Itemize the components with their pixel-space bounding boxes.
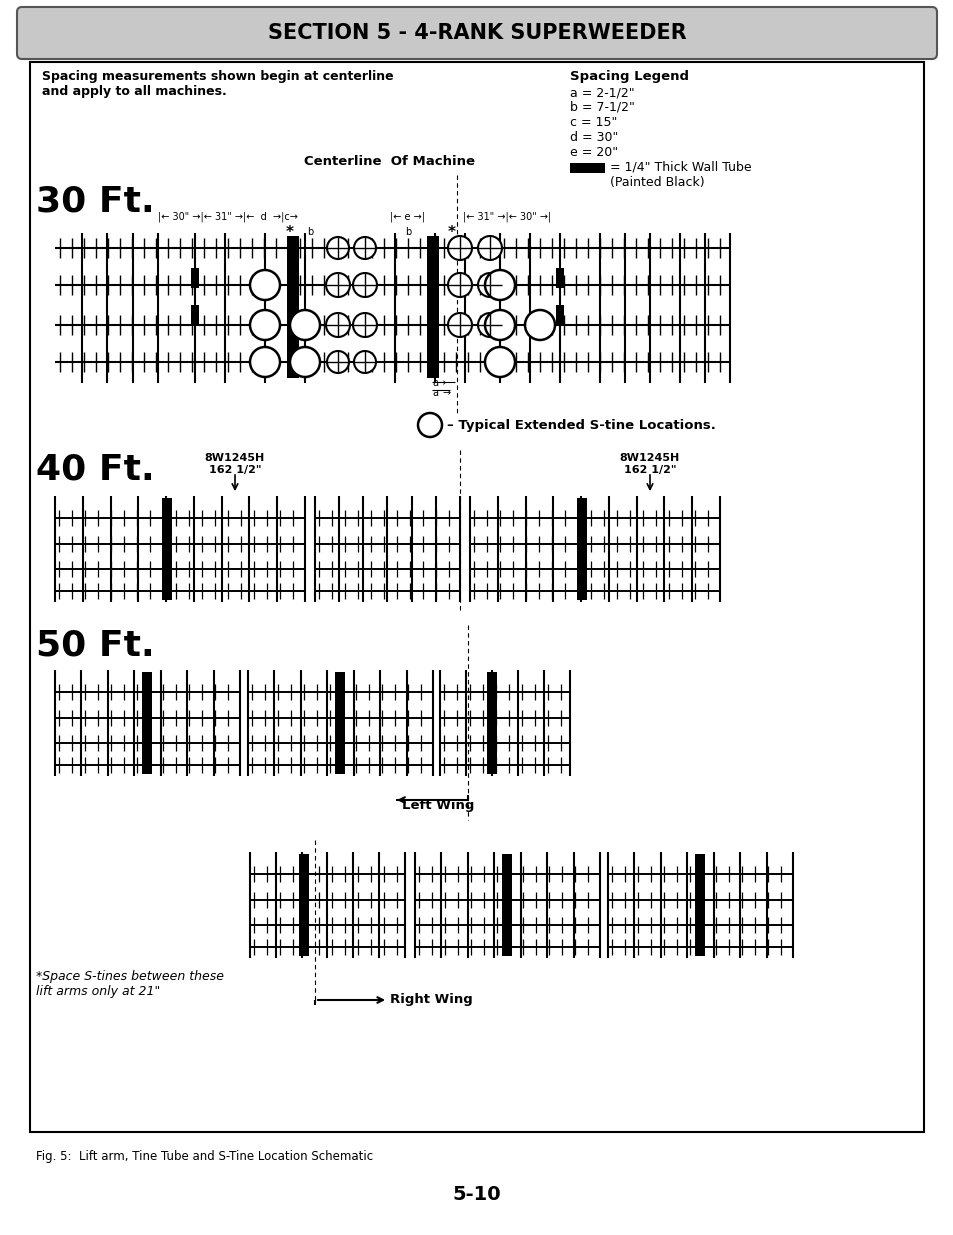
Bar [569,163,604,173]
Circle shape [290,347,319,377]
Circle shape [477,273,501,296]
Bar [695,853,705,956]
Bar [162,498,172,600]
Bar [191,305,199,325]
Bar [287,236,298,378]
Circle shape [250,270,280,300]
Circle shape [250,310,280,340]
Bar [489,709,495,725]
Circle shape [353,273,376,296]
Text: e = 20": e = 20" [569,146,618,159]
Text: a: a [432,388,437,398]
Text: c = 15": c = 15" [569,116,617,128]
Circle shape [290,310,319,340]
Bar [697,892,702,908]
Text: b: b [307,227,313,237]
Text: – Typical Extended S-tine Locations.: – Typical Extended S-tine Locations. [447,419,715,431]
Text: Right Wing: Right Wing [390,993,473,1007]
Text: 5-10: 5-10 [453,1186,500,1204]
Bar [504,892,510,908]
Text: 40 Ft.: 40 Ft. [36,452,154,487]
Text: b: b [404,227,411,237]
Text: |← 30" →|← 31" →|←  d  →|c→: |← 30" →|← 31" →|← d →|c→ [158,211,297,222]
Circle shape [326,312,350,337]
Text: 8W1245H
162 1/2": 8W1245H 162 1/2" [205,453,265,474]
Bar [164,561,171,577]
Text: *Space S-tines between these
lift arms only at 21": *Space S-tines between these lift arms o… [36,969,224,998]
Circle shape [477,312,501,337]
Bar [142,672,152,774]
Text: Spacing measurements shown begin at centerline
and apply to all machines.: Spacing measurements shown begin at cent… [42,70,394,98]
Bar [191,268,199,288]
Circle shape [448,312,472,337]
Bar [697,916,702,932]
Text: →: → [442,388,451,398]
Text: 8W1245H
162 1/2": 8W1245H 162 1/2" [619,453,679,474]
Circle shape [477,236,501,261]
Bar [144,709,151,725]
Bar [577,498,587,600]
FancyBboxPatch shape [17,7,936,59]
Circle shape [327,237,349,259]
Text: Fig. 5:  Lift arm, Tine Tube and S-Tine Location Schematic: Fig. 5: Lift arm, Tine Tube and S-Tine L… [36,1150,373,1163]
Text: SECTION 5 - 4-RANK SUPERWEEDER: SECTION 5 - 4-RANK SUPERWEEDER [268,23,685,43]
Text: b = 7-1/2": b = 7-1/2" [569,101,634,114]
Bar [144,735,151,751]
Circle shape [484,310,515,340]
Circle shape [448,236,472,261]
Text: |← e →|: |← e →| [390,211,424,222]
Text: Left Wing: Left Wing [401,799,474,811]
Circle shape [250,347,280,377]
Text: d = 30": d = 30" [569,131,618,144]
Bar [335,672,345,774]
Bar [504,916,510,932]
Text: Spacing Legend: Spacing Legend [569,70,688,83]
Bar [556,305,563,325]
Bar [427,236,438,378]
Text: Centerline  Of Machine: Centerline Of Machine [304,156,475,168]
Text: 30 Ft.: 30 Ft. [36,185,154,219]
Circle shape [417,412,441,437]
Bar [164,536,171,552]
Bar [578,561,585,577]
Bar [337,735,343,751]
Bar [301,916,307,932]
Bar [301,892,307,908]
Bar [30,62,923,1132]
Circle shape [524,310,555,340]
Text: |← 31" →|← 30" →|: |← 31" →|← 30" →| [462,211,551,222]
Circle shape [326,273,350,296]
Circle shape [354,237,375,259]
Bar [578,536,585,552]
Bar [556,268,563,288]
Text: a = 2-1/2": a = 2-1/2" [569,86,634,99]
Circle shape [327,351,349,373]
Bar [299,853,309,956]
Text: *: * [448,225,456,240]
Bar [486,672,497,774]
Text: 50 Ft.: 50 Ft. [36,629,154,662]
Circle shape [484,347,515,377]
Circle shape [354,351,375,373]
Text: a→: a→ [432,378,446,388]
Circle shape [448,273,472,296]
Bar [337,709,343,725]
Circle shape [484,270,515,300]
Text: *: * [286,225,294,240]
Bar [489,735,495,751]
Bar [502,853,512,956]
Text: = 1/4" Thick Wall Tube
(Painted Black): = 1/4" Thick Wall Tube (Painted Black) [609,161,751,189]
Circle shape [353,312,376,337]
